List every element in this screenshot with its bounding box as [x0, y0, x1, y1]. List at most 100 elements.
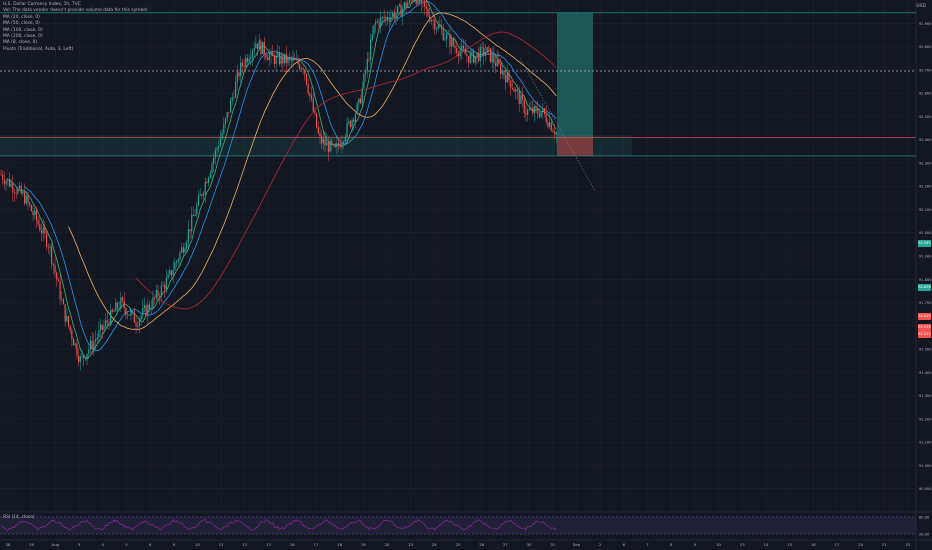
candle-body [142, 308, 144, 316]
candle-body [429, 15, 431, 22]
candle-body [496, 59, 498, 67]
candle-body [314, 111, 316, 114]
rsi-label[interactable]: RSI (14, close) [3, 515, 35, 520]
legend-volume-note: Vol: The data vendor doesn't provide vol… [3, 8, 149, 14]
candle-body [285, 53, 287, 63]
candle-body [162, 285, 164, 286]
y-tick-label: 92.600 [919, 92, 932, 96]
candle-body [17, 188, 19, 194]
candle-body [260, 40, 262, 55]
candle-body [157, 290, 159, 297]
candle-body [191, 214, 193, 232]
candle-body [516, 89, 519, 91]
candle-body [467, 56, 470, 63]
x-tick-label: Sep [573, 542, 581, 547]
candle-body [71, 330, 73, 340]
legend-ma-8[interactable]: MA (8, close, 0) [3, 40, 38, 46]
x-tick-label: 11 [219, 542, 224, 547]
legend-ma-50[interactable]: MA (50, close, 0) [3, 21, 40, 27]
candle-body [493, 54, 495, 63]
candle-body [381, 16, 384, 18]
candle-body [292, 58, 294, 61]
y-tick-label: 91.400 [919, 371, 932, 375]
x-tick-label: 19 [361, 542, 366, 547]
candle-body [363, 74, 365, 88]
candle-body [375, 21, 377, 25]
x-tick-label: 18 [337, 542, 342, 547]
candle-body [417, 0, 419, 4]
candle-body [5, 180, 7, 184]
candle-body [304, 69, 306, 75]
x-tick-label: 20 [858, 542, 863, 547]
x-tick-label: 23 [408, 542, 413, 547]
candle-body [219, 138, 222, 147]
candle-body [94, 339, 97, 342]
candle-body [547, 122, 549, 127]
candle-body [110, 309, 112, 326]
candle-body [322, 139, 324, 144]
support-zone [0, 134, 632, 156]
candle-body [273, 56, 276, 64]
candle-body [177, 259, 179, 262]
legend-ma-20[interactable]: MA (20, close, 0) [3, 14, 40, 20]
target-zone [557, 12, 593, 138]
candle-body [484, 52, 487, 56]
x-tick-label: 17 [835, 542, 840, 547]
candle-body [442, 29, 444, 40]
x-tick-label: 17 [313, 542, 318, 547]
candle-body [231, 97, 233, 101]
candle-body [103, 325, 105, 330]
legend-title[interactable]: U.S. Dollar Currency Index, 1h, TVC [3, 2, 81, 7]
candle-body [44, 227, 46, 234]
candle-body [236, 72, 238, 82]
candle-body [155, 290, 157, 298]
candle-body [555, 132, 557, 135]
candle-body [457, 53, 460, 57]
candle-body [83, 355, 85, 359]
candle-body [93, 341, 95, 350]
candle-body [268, 55, 270, 60]
trade-zones [0, 12, 632, 156]
candle-body [521, 94, 524, 100]
candle-body [474, 55, 476, 63]
legend-ma-200[interactable]: MA (200, close, 0) [3, 34, 43, 40]
candle-body [272, 51, 274, 57]
candle-body [469, 54, 471, 63]
y-tick-label: 92.200 [919, 185, 932, 189]
candle-body [540, 111, 542, 117]
candle-body [506, 72, 508, 83]
candle-body [221, 132, 223, 139]
candle-body [35, 210, 38, 221]
legend-pivots[interactable]: Pivots (Traditional, Auto, 3, Left) [3, 46, 74, 52]
candle-body [548, 122, 551, 127]
candle-body [137, 326, 139, 327]
candle-body [206, 181, 208, 184]
rsi-band [0, 517, 916, 534]
candle-body [132, 311, 134, 312]
candle-body [552, 130, 554, 132]
candle-body [25, 195, 27, 204]
candle-body [388, 20, 390, 22]
candle-body [358, 98, 360, 104]
legend-ma-100[interactable]: MA (100, close, 0) [3, 27, 43, 33]
candle-body [471, 51, 473, 55]
ma-50-line [68, 12, 557, 330]
candle-body [86, 353, 88, 360]
candle-body [12, 183, 14, 193]
candle-body [256, 43, 259, 49]
candle-body [226, 112, 228, 119]
candle-body [302, 68, 304, 70]
candle-body [13, 192, 16, 194]
candle-body [76, 343, 78, 356]
candle-body [321, 136, 323, 144]
candle-body [434, 20, 436, 30]
candle-body [148, 304, 151, 309]
price-tag: 92.335 [918, 324, 931, 331]
candle-body [135, 322, 137, 327]
candle-body [54, 265, 56, 273]
candle-body [309, 93, 311, 96]
candle-body [245, 57, 247, 67]
candle-body [412, 0, 414, 2]
candle-body [462, 45, 465, 49]
